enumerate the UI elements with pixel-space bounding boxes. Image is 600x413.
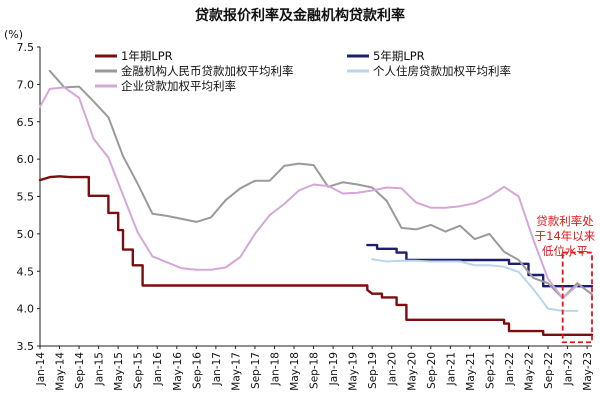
legend: 1年期LPR 5年期LPR 金融机构人民币贷款加权平均利率 个人住房贷款加权平均利率企… <box>95 49 511 93</box>
legend-item-3: 金融机构人民币贷款加权平均利率 <box>95 64 294 78</box>
chart-title: 贷款报价利率及金融机构贷款利率 <box>195 7 405 24</box>
x-tick-label: May-17 <box>230 352 242 391</box>
x-tick-label: Jan-23 <box>563 352 575 386</box>
x-tick-label: Sep-18 <box>309 352 321 389</box>
y-unit-label: (%) <box>4 28 23 41</box>
x-tick-label: May-16 <box>172 352 184 391</box>
x-tick-label: Jan-20 <box>387 352 399 386</box>
x-tick-label: Jan-17 <box>211 352 223 386</box>
legend-label: 1年期LPR <box>121 49 173 63</box>
x-tick-label: May-14 <box>55 352 67 391</box>
legend-label: 金融机构人民币贷款加权平均利率 <box>121 64 294 78</box>
x-tick-label: Jan-22 <box>504 352 516 386</box>
y-tick-label: 7.0 <box>17 78 35 91</box>
y-tick-label: 5.0 <box>17 228 35 241</box>
legend-label: 个人住房贷款加权平均利率 <box>373 64 511 78</box>
x-tick-label: May-20 <box>406 352 418 391</box>
series-line-1 <box>38 175 594 336</box>
x-tick-label: May-23 <box>582 352 594 391</box>
y-tick-label: 3.5 <box>17 340 35 353</box>
y-tick-label: 6.0 <box>17 153 35 166</box>
x-tick-label: Sep-16 <box>191 352 203 389</box>
legend-item-5: 企业贷款加权平均利率 <box>95 79 236 93</box>
x-tick-label: Jan-14 <box>35 352 47 387</box>
series-layer <box>38 69 594 336</box>
series-line-3 <box>48 69 593 300</box>
axes: 3.5 4.0 4.5 5.0 5.5 6.0 6.5 7.0 7.5 Jan-14 May-14 S… <box>17 41 595 391</box>
legend-label: 5年期LPR <box>373 49 425 63</box>
x-tick-label: May-21 <box>465 352 477 391</box>
series-line-4 <box>371 258 579 312</box>
x-tick-label: Jan-18 <box>269 352 281 386</box>
x-tick-label: Sep-14 <box>74 352 86 389</box>
x-tick-label: May-22 <box>523 352 535 391</box>
x-tick-label: Jan-21 <box>445 352 457 386</box>
y-tick-label: 5.5 <box>17 191 35 204</box>
legend-label: 企业贷款加权平均利率 <box>121 79 236 93</box>
x-tick-label: Sep-21 <box>484 352 496 389</box>
x-tick-label: May-19 <box>348 352 360 391</box>
highlight-box <box>561 251 593 344</box>
annotation-line-3: 低位水平 <box>542 244 588 258</box>
legend-item-1: 1年期LPR <box>95 49 173 63</box>
series-line-2 <box>366 243 594 288</box>
series-line-5 <box>39 86 579 300</box>
legend-item-4: 个人住房贷款加权平均利率 <box>347 64 511 78</box>
x-tick-label: Sep-17 <box>250 352 262 389</box>
y-tick-label: 4.5 <box>17 265 35 278</box>
x-tick-label: Sep-20 <box>426 352 438 389</box>
y-tick-label: 6.5 <box>17 116 35 129</box>
x-tick-label: May-15 <box>113 352 125 391</box>
x-tick-label: May-18 <box>289 352 301 391</box>
x-tick-label: Sep-19 <box>367 352 379 389</box>
y-tick-label: 4.0 <box>17 303 35 316</box>
x-tick-label: Jan-15 <box>94 352 106 386</box>
annotation-line-1: 贷款利率处 <box>536 214 594 228</box>
x-tick-label: Jan-16 <box>152 352 164 387</box>
x-tick-label: Sep-22 <box>543 352 555 389</box>
annotation-line-2: 于14年以来 <box>535 229 596 243</box>
legend-item-2: 5年期LPR <box>347 49 425 63</box>
x-tick-label: Sep-15 <box>133 352 145 389</box>
x-tick-label: Jan-19 <box>328 352 340 386</box>
y-tick-label: 7.5 <box>17 41 35 54</box>
